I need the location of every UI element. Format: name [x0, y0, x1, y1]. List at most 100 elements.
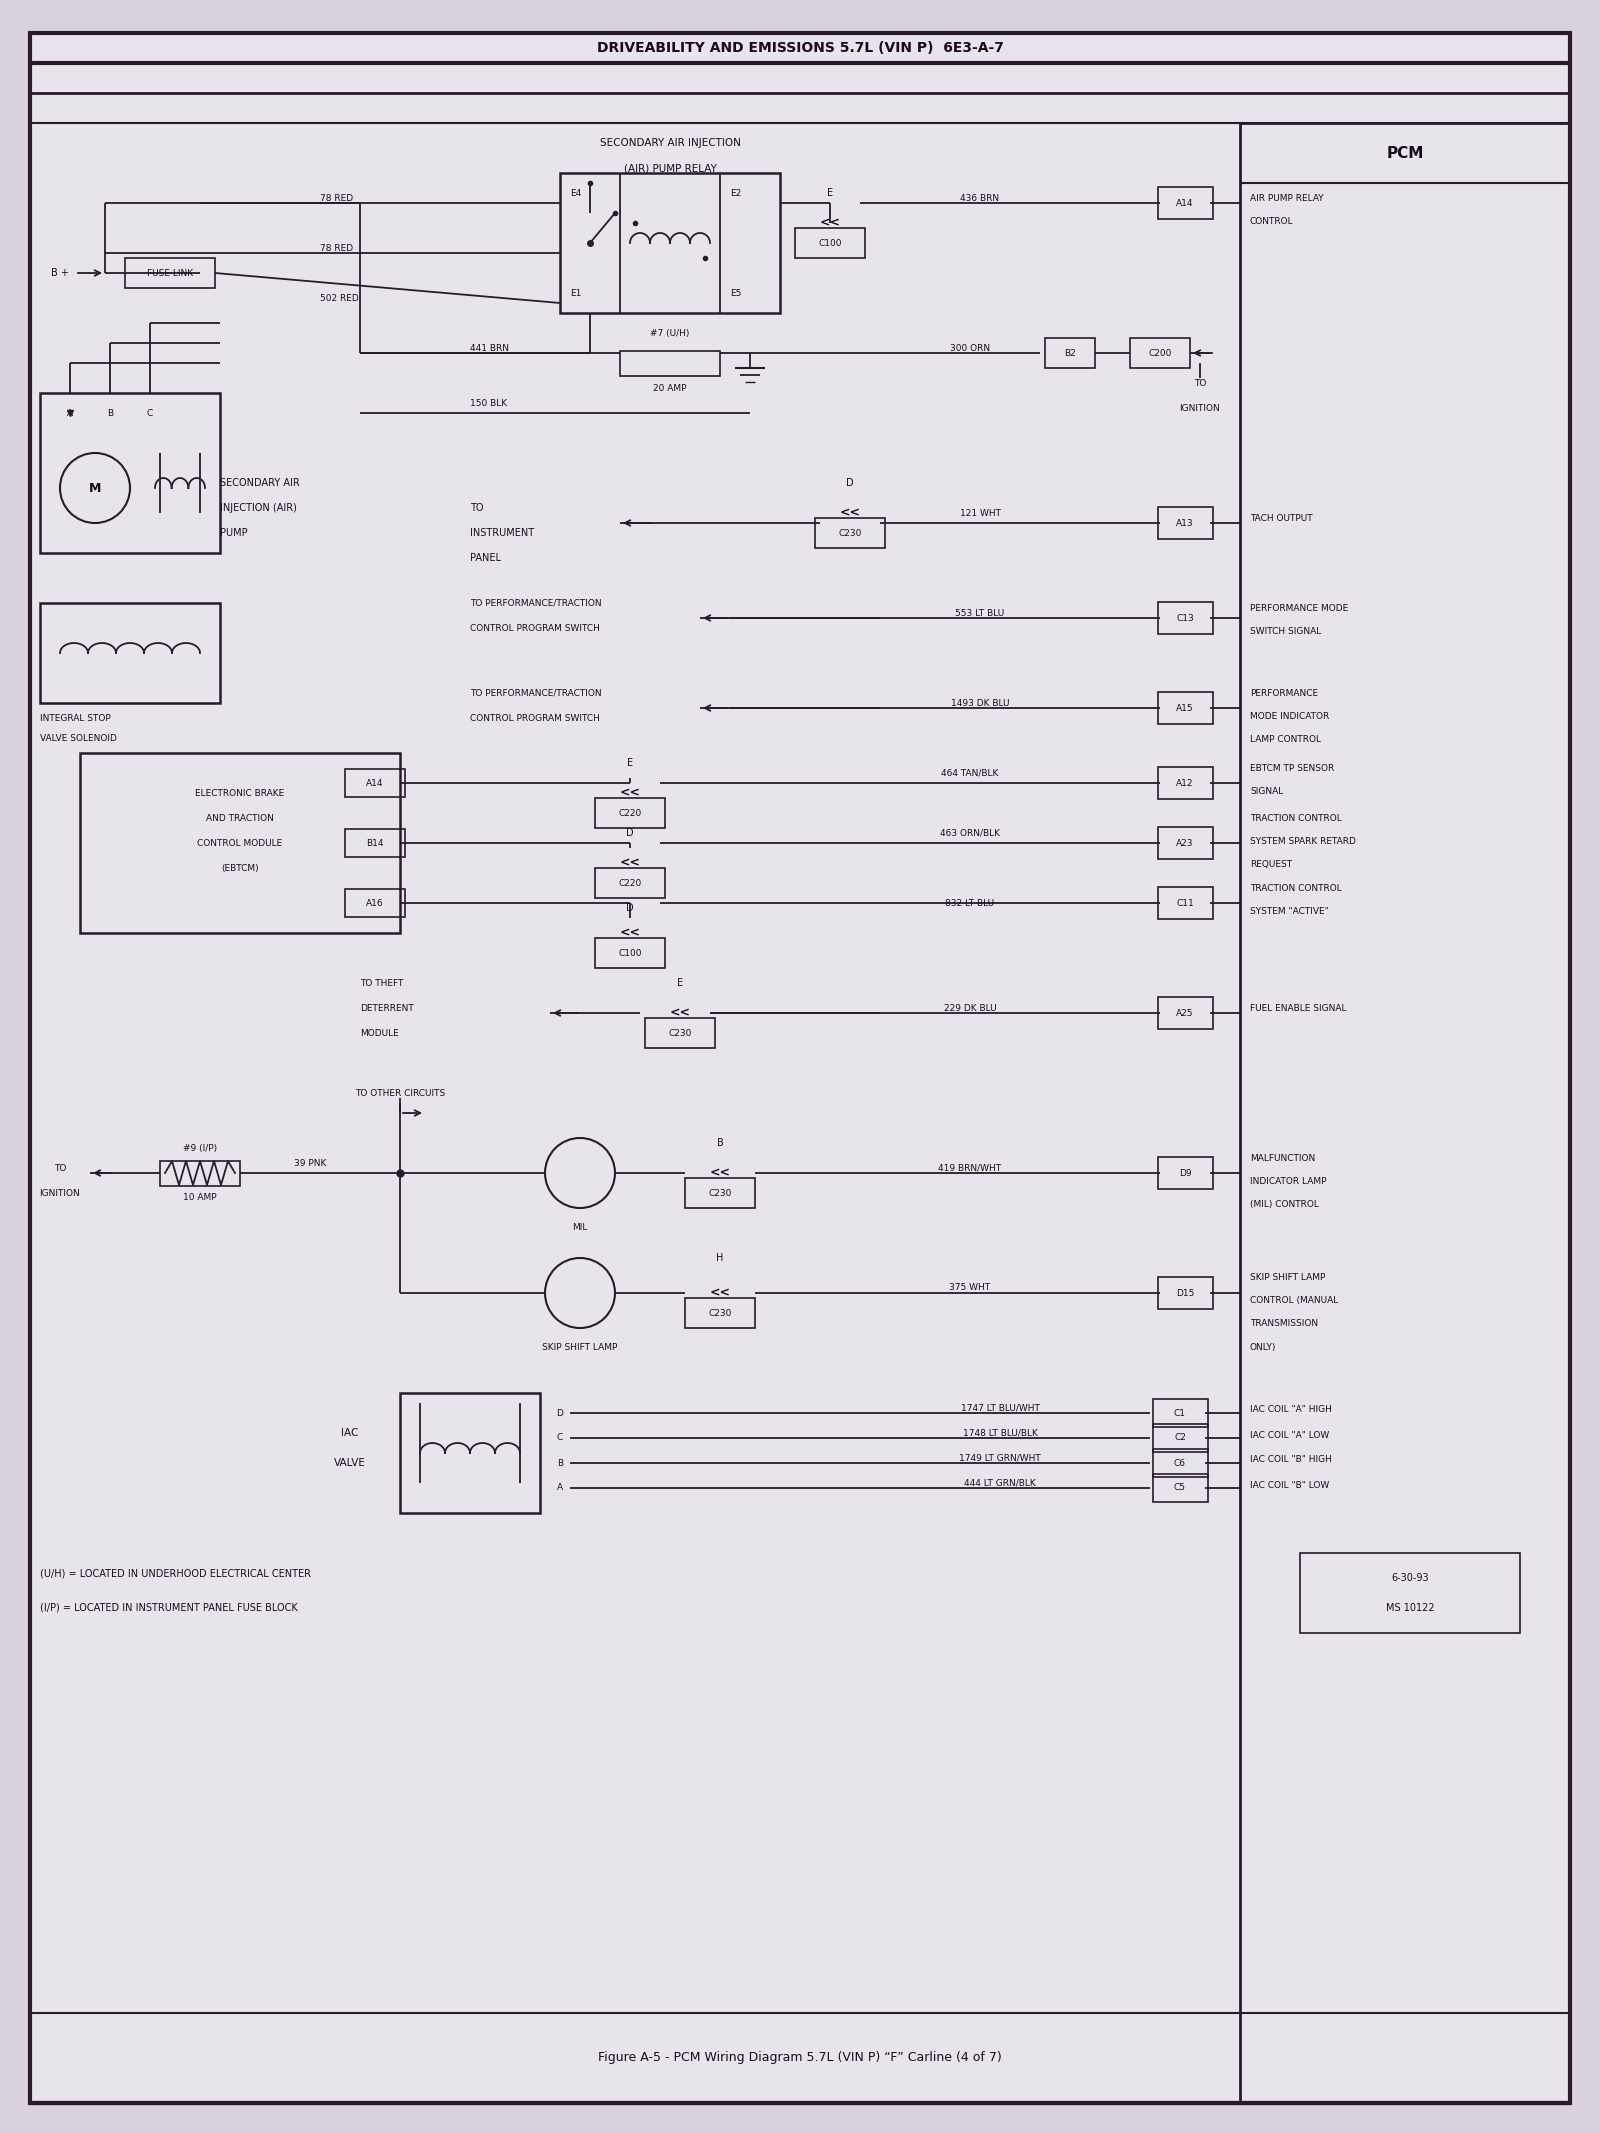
Text: <<: <<	[819, 218, 840, 230]
Text: <<: <<	[619, 857, 640, 870]
Text: INSTRUMENT: INSTRUMENT	[470, 529, 534, 538]
Bar	[1157, 828, 1213, 860]
Bar	[346, 889, 405, 917]
Text: C220: C220	[618, 879, 642, 887]
Text: E5: E5	[730, 288, 741, 296]
Text: 229 DK BLU: 229 DK BLU	[944, 1003, 997, 1013]
Text: D: D	[557, 1408, 563, 1418]
Text: <<: <<	[619, 926, 640, 939]
Text: Figure A-5 - PCM Wiring Diagram 5.7L (VIN P) “F” Carline (4 of 7): Figure A-5 - PCM Wiring Diagram 5.7L (VI…	[598, 2052, 1002, 2065]
Text: PUMP: PUMP	[221, 529, 248, 538]
Text: TO THEFT: TO THEFT	[360, 979, 403, 988]
Text: C: C	[557, 1433, 563, 1442]
Text: C100: C100	[618, 949, 642, 958]
Text: INJECTION (AIR): INJECTION (AIR)	[221, 503, 298, 514]
Bar	[814, 518, 885, 548]
Bar	[685, 1177, 755, 1207]
Text: FUEL ENABLE SIGNAL: FUEL ENABLE SIGNAL	[1250, 1003, 1347, 1013]
Bar	[346, 830, 405, 857]
Text: (U/H) = LOCATED IN UNDERHOOD ELECTRICAL CENTER: (U/H) = LOCATED IN UNDERHOOD ELECTRICAL …	[40, 1568, 310, 1578]
Text: 419 BRN/WHT: 419 BRN/WHT	[939, 1162, 1002, 1173]
Text: SKIP SHIFT LAMP: SKIP SHIFT LAMP	[542, 1344, 618, 1352]
Text: ONLY): ONLY)	[1250, 1342, 1277, 1352]
Text: C230: C230	[709, 1308, 731, 1318]
Text: REQUEST: REQUEST	[1250, 860, 1293, 868]
Text: D: D	[626, 902, 634, 913]
Text: A15: A15	[1176, 704, 1194, 712]
Text: LAMP CONTROL: LAMP CONTROL	[1250, 734, 1322, 744]
Text: 6-30-93: 6-30-93	[1390, 1572, 1429, 1583]
Text: A14: A14	[366, 779, 384, 787]
Bar	[1157, 996, 1213, 1028]
Text: MALFUNCTION: MALFUNCTION	[1250, 1154, 1315, 1162]
Text: A: A	[67, 410, 74, 418]
Text: 20 AMP: 20 AMP	[653, 384, 686, 392]
Bar	[400, 1393, 541, 1512]
Text: SIGNAL: SIGNAL	[1250, 787, 1283, 796]
Bar	[80, 753, 400, 932]
Text: C2: C2	[1174, 1433, 1186, 1442]
Bar	[595, 798, 666, 828]
Text: 502 RED: 502 RED	[320, 294, 358, 303]
Text: A14: A14	[1176, 198, 1194, 207]
Bar	[685, 1299, 755, 1329]
Text: B +: B +	[51, 269, 69, 277]
Text: TO: TO	[54, 1162, 66, 1173]
Text: 1747 LT BLU/WHT: 1747 LT BLU/WHT	[960, 1404, 1040, 1412]
Text: IAC COIL "B" LOW: IAC COIL "B" LOW	[1250, 1480, 1330, 1489]
Text: C1: C1	[1174, 1408, 1186, 1418]
Text: 1748 LT BLU/BLK: 1748 LT BLU/BLK	[963, 1429, 1037, 1438]
Text: M: M	[90, 482, 101, 495]
Text: A23: A23	[1176, 838, 1194, 847]
Text: SYSTEM "ACTIVE": SYSTEM "ACTIVE"	[1250, 907, 1328, 915]
Bar	[1157, 508, 1213, 540]
Text: C5: C5	[1174, 1482, 1186, 1493]
Text: INTEGRAL STOP: INTEGRAL STOP	[40, 715, 110, 723]
Text: B: B	[717, 1139, 723, 1148]
Text: C100: C100	[818, 239, 842, 247]
Text: MIL: MIL	[573, 1224, 587, 1233]
Text: PERFORMANCE MODE: PERFORMANCE MODE	[1250, 604, 1349, 612]
Bar	[1130, 337, 1190, 369]
Text: IGNITION: IGNITION	[1179, 403, 1221, 412]
Text: <<: <<	[709, 1286, 731, 1299]
Text: E: E	[677, 979, 683, 988]
Text: FUSE LINK: FUSE LINK	[147, 269, 194, 277]
Bar	[595, 868, 666, 898]
Bar	[795, 228, 866, 258]
Bar	[1157, 602, 1213, 634]
Text: TO PERFORMANCE/TRACTION: TO PERFORMANCE/TRACTION	[470, 599, 602, 608]
Text: SWITCH SIGNAL: SWITCH SIGNAL	[1250, 627, 1322, 636]
Text: H: H	[717, 1252, 723, 1263]
Text: A12: A12	[1176, 779, 1194, 787]
Bar	[1157, 768, 1213, 800]
Text: EBTCM TP SENSOR: EBTCM TP SENSOR	[1250, 764, 1334, 772]
Text: <<: <<	[669, 1007, 691, 1020]
Text: 463 ORN/BLK: 463 ORN/BLK	[941, 828, 1000, 838]
Text: 1749 LT GRN/WHT: 1749 LT GRN/WHT	[958, 1453, 1042, 1463]
Text: (I/P) = LOCATED IN INSTRUMENT PANEL FUSE BLOCK: (I/P) = LOCATED IN INSTRUMENT PANEL FUSE…	[40, 1604, 298, 1613]
Text: 121 WHT: 121 WHT	[960, 508, 1000, 518]
Text: CONTROL PROGRAM SWITCH: CONTROL PROGRAM SWITCH	[470, 623, 600, 634]
Text: 441 BRN: 441 BRN	[470, 343, 509, 352]
Text: 39 PNK: 39 PNK	[294, 1158, 326, 1167]
Text: B14: B14	[366, 838, 384, 847]
Text: TRACTION CONTROL: TRACTION CONTROL	[1250, 813, 1342, 823]
Text: (AIR) PUMP RELAY: (AIR) PUMP RELAY	[624, 162, 717, 173]
Text: PERFORMANCE: PERFORMANCE	[1250, 689, 1318, 697]
Text: D: D	[846, 478, 854, 488]
Text: A25: A25	[1176, 1009, 1194, 1017]
Text: MODULE: MODULE	[360, 1028, 398, 1037]
Text: C11: C11	[1176, 898, 1194, 907]
Text: TO: TO	[1194, 378, 1206, 388]
Text: PCM: PCM	[1386, 145, 1424, 160]
Text: D15: D15	[1176, 1288, 1194, 1297]
Text: E: E	[827, 188, 834, 198]
Text: 10 AMP: 10 AMP	[182, 1194, 218, 1203]
Text: 300 ORN: 300 ORN	[950, 343, 990, 352]
Text: MODE INDICATOR: MODE INDICATOR	[1250, 712, 1330, 721]
Bar	[621, 350, 720, 375]
Bar	[1157, 1278, 1213, 1310]
Text: E: E	[627, 757, 634, 768]
Bar	[1152, 1425, 1208, 1453]
